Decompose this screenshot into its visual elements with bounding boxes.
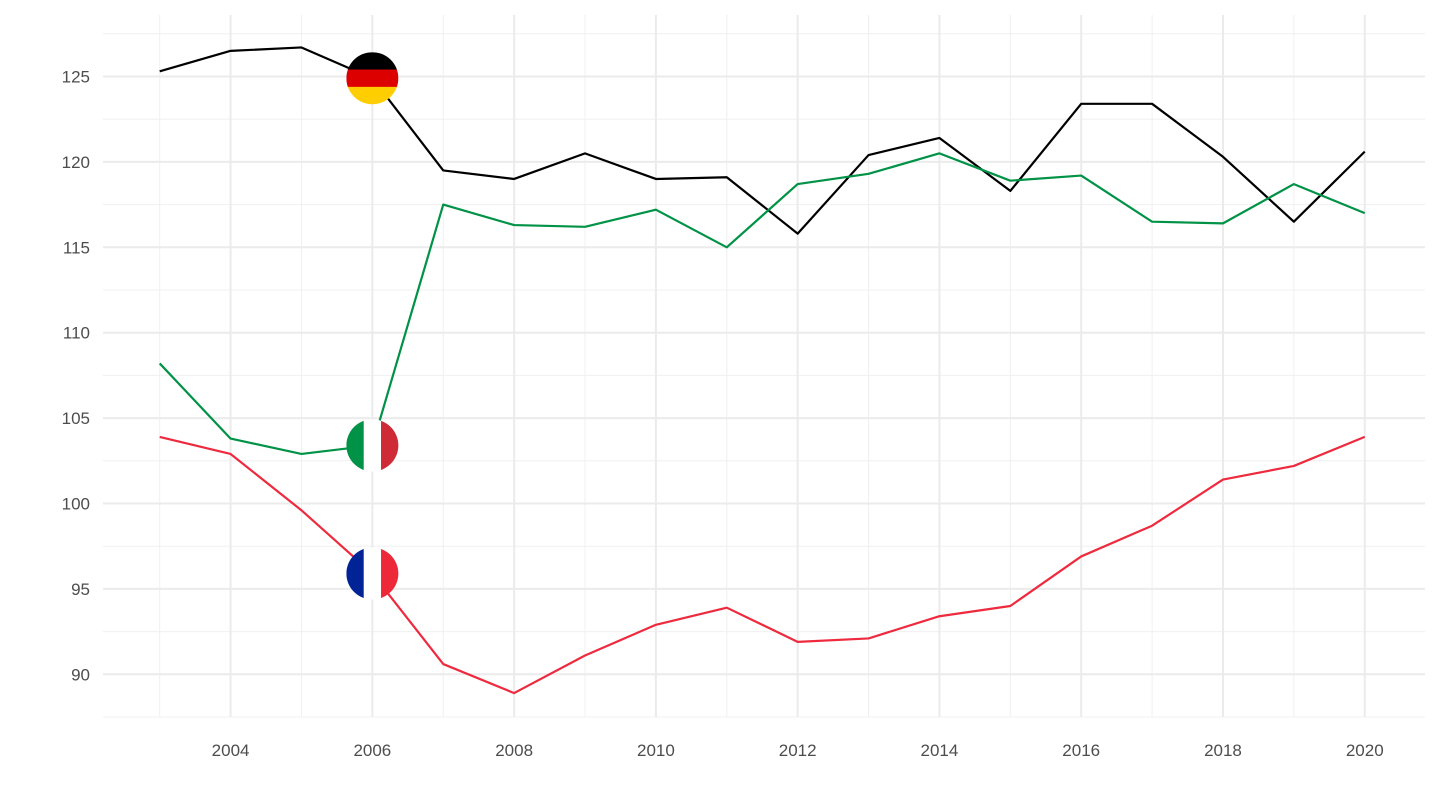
y-tick-label: 105 xyxy=(62,409,90,428)
x-tick-label: 2004 xyxy=(212,741,250,760)
y-tick-label: 110 xyxy=(63,324,90,343)
y-tick-label: 125 xyxy=(62,67,90,86)
germany-flag-icon xyxy=(346,52,399,105)
x-axis-ticks: 2004 2006 2008 2010 2012 2014 2016 2018 2020 xyxy=(212,741,1384,760)
y-tick-label: 90 xyxy=(71,665,90,684)
grid xyxy=(103,15,1425,718)
series-lines xyxy=(158,46,1366,695)
x-tick-label: 2014 xyxy=(921,741,959,760)
series-line-france xyxy=(159,435,1366,695)
y-tick-label: 115 xyxy=(63,238,90,257)
y-tick-label: 100 xyxy=(62,494,90,513)
x-tick-label: 2016 xyxy=(1062,741,1100,760)
italy-flag-icon xyxy=(346,419,399,472)
x-tick-label: 2020 xyxy=(1346,741,1384,760)
y-tick-label: 95 xyxy=(71,580,90,599)
flag-markers xyxy=(346,52,399,600)
x-tick-label: 2018 xyxy=(1204,741,1242,760)
series-line-germany xyxy=(159,46,1366,235)
france-flag-icon xyxy=(346,547,399,600)
x-tick-label: 2012 xyxy=(779,741,817,760)
y-tick-label: 120 xyxy=(62,153,90,172)
y-axis-ticks: 90 95 100 105 110 115 120 125 xyxy=(62,67,90,684)
x-tick-label: 2010 xyxy=(637,741,675,760)
x-tick-label: 2008 xyxy=(495,741,533,760)
series-line-italy xyxy=(158,152,1366,456)
x-tick-label: 2006 xyxy=(353,741,391,760)
